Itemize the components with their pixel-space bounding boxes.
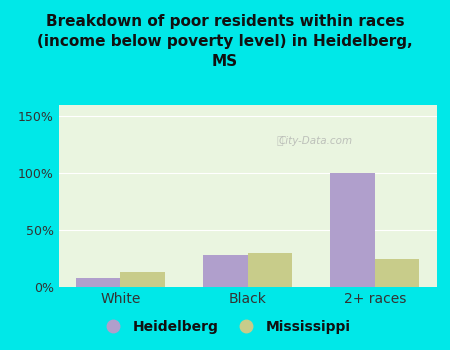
Bar xyxy=(330,173,375,287)
Bar xyxy=(203,255,248,287)
Bar xyxy=(248,253,292,287)
Bar xyxy=(375,259,419,287)
Bar xyxy=(76,278,120,287)
Text: Breakdown of poor residents within races
(income below poverty level) in Heidelb: Breakdown of poor residents within races… xyxy=(37,14,413,69)
Legend: Heidelberg, Mississippi: Heidelberg, Mississippi xyxy=(94,314,356,340)
Bar xyxy=(120,272,165,287)
Text: City-Data.com: City-Data.com xyxy=(279,136,353,146)
Text: ⓘ: ⓘ xyxy=(276,136,283,146)
